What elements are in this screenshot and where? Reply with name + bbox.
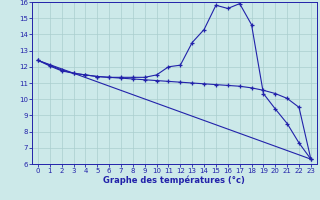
X-axis label: Graphe des températures (°c): Graphe des températures (°c) [103, 176, 245, 185]
